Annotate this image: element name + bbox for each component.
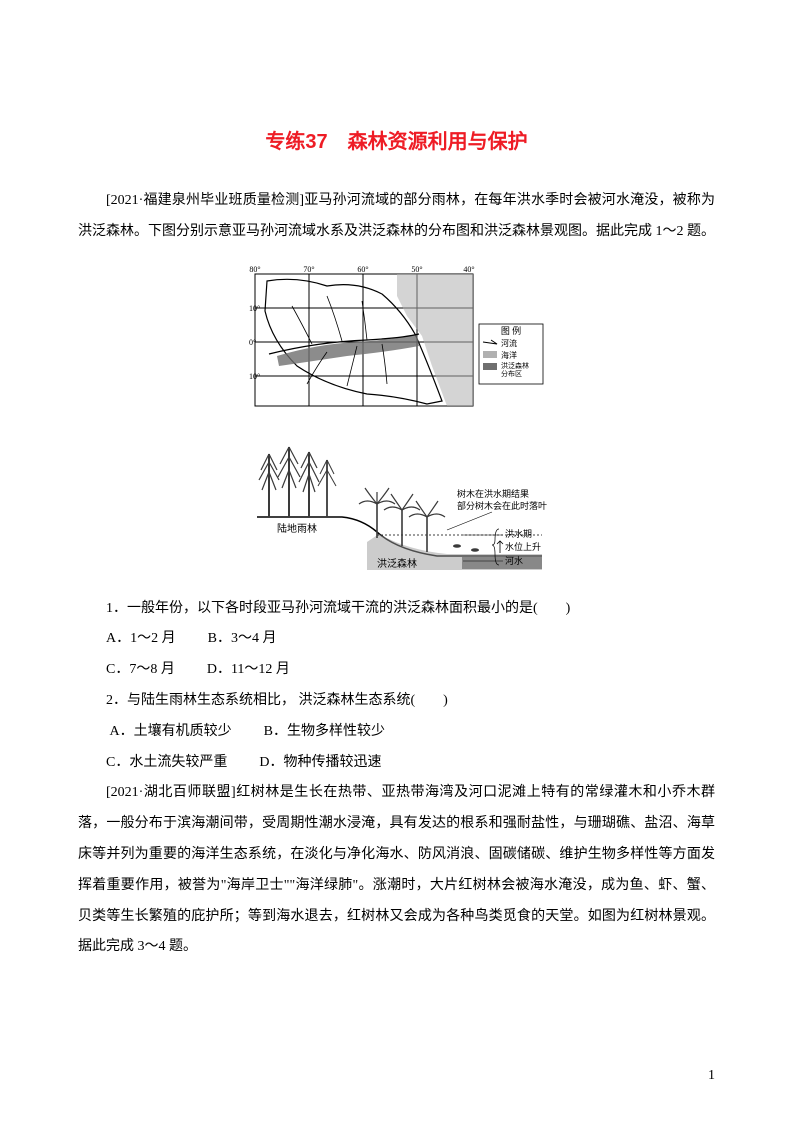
- q1-opt-b: B．3～4 月: [208, 631, 277, 646]
- q1-opts-cd: C．7～8 月 D．11～12 月: [78, 655, 715, 686]
- lon-60: 60°: [357, 266, 368, 274]
- q2-opts-cd: C．水土流失较严重 D．物种传播较迅速: [78, 748, 715, 779]
- label-river-water: 河水: [505, 555, 523, 566]
- legend-river: 河流: [501, 338, 517, 348]
- q2-opt-d: D．物种传播较迅速: [259, 755, 381, 770]
- lon-50: 50°: [411, 266, 422, 274]
- label-flood-forest: 洪泛森林: [377, 557, 417, 570]
- label-land-forest: 陆地雨林: [277, 522, 317, 535]
- lat-0: 0°: [249, 338, 256, 347]
- legend-title: 图 例: [500, 325, 520, 336]
- q1-opts-ab: A．1～2 月 B．3～4 月: [78, 624, 715, 655]
- legend-forest1: 洪泛森林: [501, 361, 529, 370]
- label-flood-period: 洪水期: [505, 528, 532, 539]
- q2-opt-c: C．水土流失较严重: [106, 755, 227, 770]
- label-water-rise: 水位上升: [505, 541, 541, 552]
- q2-opts-ab: A．土壤有机质较少 B．生物多样性较少: [78, 717, 715, 748]
- cross-section: 陆地雨林 洪泛森林 树木在洪水期结果 部分树木会在此时落叶 洪水期 水位上升 河…: [247, 422, 547, 572]
- legend-forest2: 分布区: [501, 369, 522, 378]
- intro-paragraph: [2021·福建泉州毕业班质量检测]亚马孙河流域的部分雨林，在每年洪水季时会被河…: [78, 186, 715, 248]
- q1-opt-d: D．11～12 月: [207, 662, 290, 677]
- lat-10s: 10°: [249, 372, 260, 381]
- q1-opt-a: A．1～2 月: [106, 631, 176, 646]
- q2-opt-a: A．土壤有机质较少: [110, 724, 232, 739]
- q1-stem: 1．一般年份，以下各时段亚马孙河流域干流的洪泛森林面积最小的是( ): [78, 594, 715, 625]
- lat-10n: 10°: [249, 304, 260, 313]
- land-trees: [259, 447, 336, 517]
- intro2-paragraph: [2021·湖北百师联盟]红树林是生长在热带、亚热带海湾及河口泥滩上特有的常绿灌…: [78, 778, 715, 963]
- lon-70: 70°: [303, 266, 314, 274]
- lon-80: 80°: [249, 266, 260, 274]
- page-title: 专练37 森林资源利用与保护: [78, 125, 715, 154]
- label-note2: 部分树木会在此时落叶: [457, 500, 547, 511]
- lon-40: 40°: [463, 266, 474, 274]
- q1-opt-c: C．7～8 月: [106, 662, 175, 677]
- amazon-map: 80° 70° 60° 50° 40° 10° 0° 10° 图 例 河流 海洋…: [247, 266, 547, 414]
- label-note1: 树木在洪水期结果: [457, 488, 529, 499]
- figure-area: 80° 70° 60° 50° 40° 10° 0° 10° 图 例 河流 海洋…: [78, 266, 715, 572]
- q2-stem: 2．与陆生雨林生态系统相比， 洪泛森林生态系统( ): [78, 686, 715, 717]
- page-number: 1: [708, 1068, 715, 1084]
- legend-ocean: 海洋: [501, 350, 517, 360]
- q2-opt-b: B．生物多样性较少: [264, 724, 385, 739]
